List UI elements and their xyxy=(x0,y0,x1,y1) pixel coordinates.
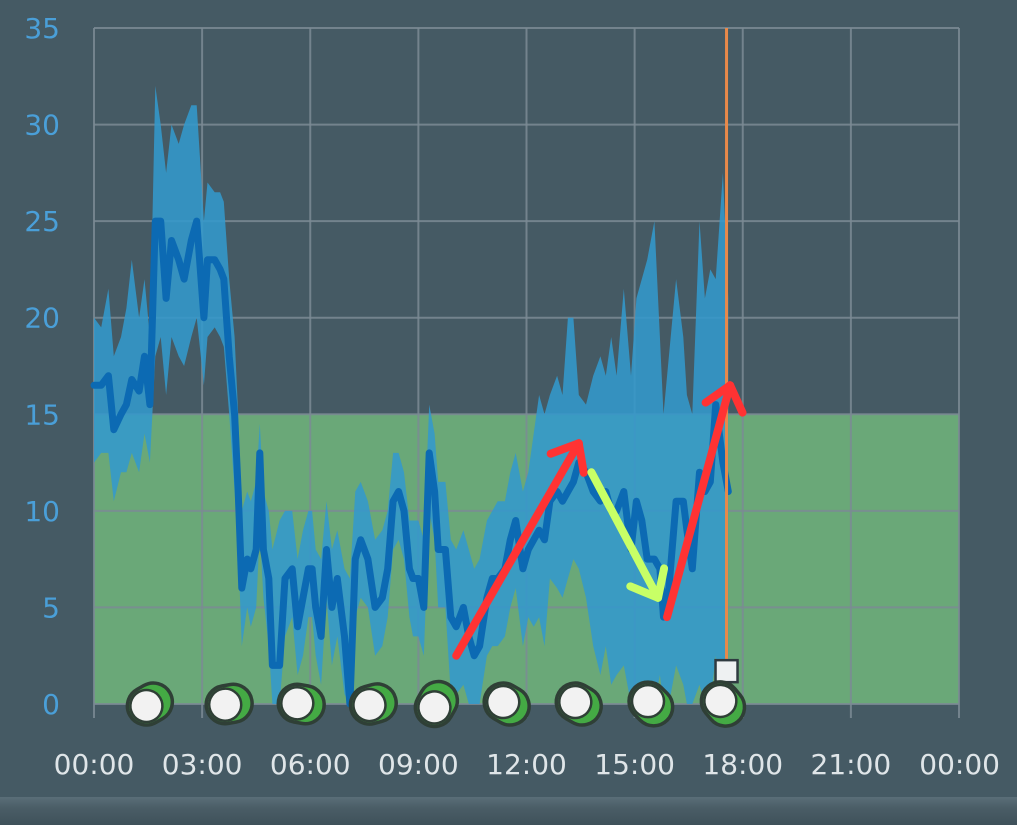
marker-face xyxy=(280,686,315,721)
arrow-head-2 xyxy=(654,564,669,602)
x-tick-label: 18:00 xyxy=(702,748,783,781)
event-markers[interactable] xyxy=(120,674,752,734)
y-tick-label: 15 xyxy=(24,398,60,431)
median-line-path xyxy=(90,217,732,708)
x-tick-label: 00:00 xyxy=(54,748,135,781)
marker-face xyxy=(417,690,452,725)
event-marker-3[interactable] xyxy=(275,681,327,726)
marker-face xyxy=(129,688,164,724)
marker-face xyxy=(558,684,593,720)
event-marker-7[interactable] xyxy=(549,676,608,732)
event-marker-9[interactable] xyxy=(694,674,753,734)
x-tick-label: 00:00 xyxy=(919,748,1000,781)
x-tick-label: 21:00 xyxy=(811,748,892,781)
marker-face xyxy=(485,684,521,720)
y-tick-label: 5 xyxy=(42,591,60,624)
event-marker-2[interactable] xyxy=(203,681,255,726)
x-tick-label: 09:00 xyxy=(378,748,459,781)
arrow-head-1 xyxy=(626,582,663,602)
y-tick-label: 20 xyxy=(24,302,60,335)
arrow-shaft xyxy=(587,468,663,602)
y-tick-label: 10 xyxy=(24,495,60,528)
y-tick-label: 0 xyxy=(42,688,60,721)
event-marker-4[interactable] xyxy=(346,680,400,729)
arrow-head-2 xyxy=(546,439,583,458)
trend-arrow-1 xyxy=(452,439,588,660)
marker-face xyxy=(352,687,387,723)
median-line xyxy=(90,217,732,708)
arrow-shaft xyxy=(452,439,583,660)
y-tick-label: 30 xyxy=(24,109,60,142)
trend-arrows xyxy=(452,381,747,660)
arrow-head-2 xyxy=(701,381,735,407)
bottom-strip xyxy=(0,797,1017,825)
arrow-head-1 xyxy=(726,381,747,417)
now-square xyxy=(714,658,739,684)
trend-arrow-2 xyxy=(587,468,669,602)
marker-face xyxy=(703,683,738,719)
x-tick-label: 03:00 xyxy=(162,748,243,781)
x-tick-label: 06:00 xyxy=(270,748,351,781)
trend-arrow-3 xyxy=(663,381,747,622)
marker-face xyxy=(630,683,666,719)
event-marker-1[interactable] xyxy=(120,676,179,732)
event-marker-5[interactable] xyxy=(408,675,464,734)
x-axis-labels: 00:00 03:00 06:00 09:00 12:00 15:00 18:00 21:00… xyxy=(54,748,1000,781)
y-tick-label: 25 xyxy=(24,205,60,238)
event-marker-6[interactable] xyxy=(477,676,536,732)
x-tick-label: 12:00 xyxy=(486,748,567,781)
marker-face xyxy=(207,687,243,722)
y-axis-labels: 0 5 10 15 20 25 30 35 xyxy=(24,12,60,721)
arrow-shaft xyxy=(663,381,735,622)
arrow-head-1 xyxy=(574,439,588,477)
x-tick-label: 15:00 xyxy=(594,748,675,781)
y-tick-label: 35 xyxy=(24,12,60,45)
now-indicator xyxy=(714,28,739,704)
